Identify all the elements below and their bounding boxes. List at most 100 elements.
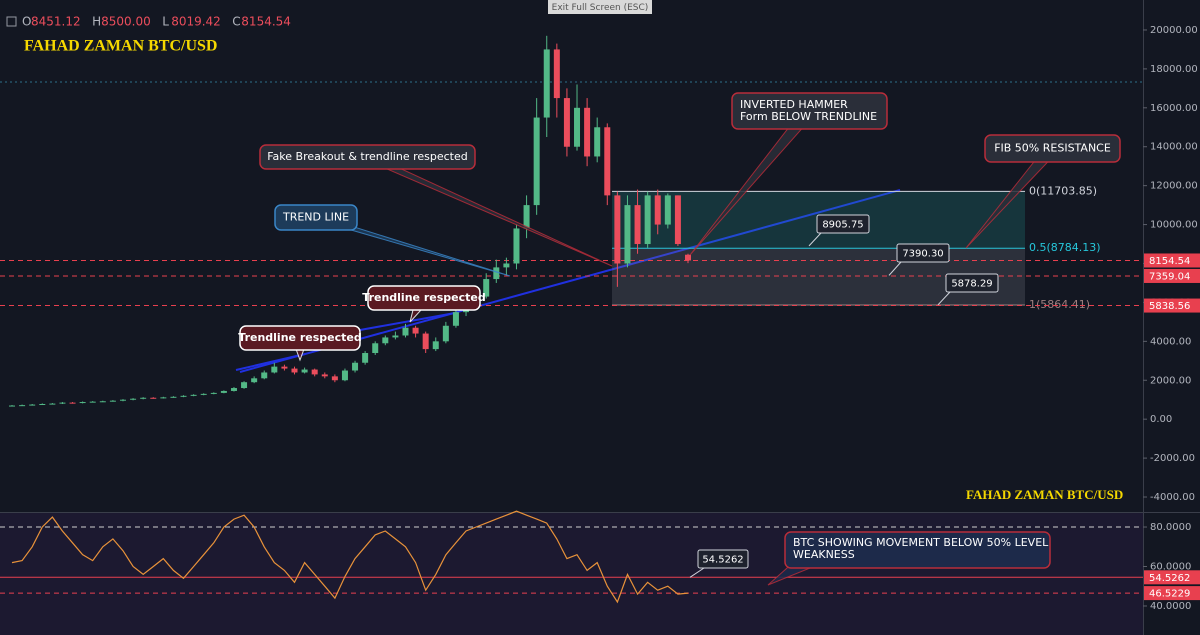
candle-body — [493, 267, 500, 280]
callout-leader — [937, 291, 951, 306]
annotation-text: Trendline respected — [238, 331, 361, 344]
annotation-box — [274, 204, 358, 231]
watermark: FAHAD ZAMAN BTC/USD — [966, 487, 1123, 502]
marker-label: 54.5262 — [1149, 573, 1190, 584]
candle-body — [109, 400, 116, 402]
candle-body — [311, 369, 318, 375]
candle-body — [241, 382, 248, 389]
y-tick-label: 18000.00 — [1150, 64, 1198, 75]
ohlc-value: 8154.54 — [241, 15, 291, 29]
candle-body — [372, 343, 379, 354]
candle-body — [452, 312, 459, 326]
candle-body — [190, 394, 197, 396]
candle-body — [533, 117, 540, 206]
button-label: Exit Full Screen (ESC) — [552, 3, 649, 13]
candle-body — [99, 401, 106, 403]
price-marker-box — [1144, 298, 1200, 313]
ohlc-value: 8451.12 — [31, 15, 81, 29]
annotation-box — [984, 134, 1121, 163]
ohlc-key: L — [162, 15, 169, 29]
candle-body — [513, 228, 520, 264]
ohlc-key: H — [92, 15, 101, 29]
candle-body — [523, 205, 530, 229]
y-tick-label: 14000.00 — [1150, 142, 1198, 153]
candle-body — [9, 405, 15, 407]
annotation-text: Fake Breakout & trendline respected — [267, 150, 468, 163]
callout-label: 54.5262 — [702, 555, 743, 566]
callout-label: 8905.75 — [822, 220, 863, 231]
legend-icon[interactable] — [6, 16, 17, 27]
y-tick-label: 0.00 — [1150, 414, 1172, 425]
callout-leader — [808, 232, 822, 247]
candle-body — [382, 337, 389, 344]
callout-leader — [888, 261, 902, 276]
candle-body — [624, 205, 631, 264]
candle-body — [553, 49, 560, 99]
price-marker-box — [1144, 253, 1200, 268]
candle-body — [392, 335, 399, 338]
marker-label: 46.5229 — [1149, 589, 1190, 600]
callout-box — [896, 243, 950, 263]
candle-body — [180, 395, 187, 397]
y-tick-label: 4000.00 — [1150, 336, 1191, 347]
candle-body — [49, 403, 56, 405]
candle-body — [483, 279, 490, 297]
annotation-text: Trendline respected — [362, 291, 485, 304]
candle-body — [230, 388, 237, 391]
trend-line-short — [235, 353, 306, 371]
y-tick-label: 2000.00 — [1150, 375, 1191, 386]
annotation-text: INVERTED HAMMER — [740, 98, 848, 111]
candle-body — [59, 402, 66, 404]
exit-fullscreen-button[interactable]: Exit Full Screen (ESC) — [548, 0, 652, 14]
candle-body — [432, 341, 439, 350]
chart-title: FAHAD ZAMAN BTC/USD — [24, 38, 217, 55]
candle-body — [574, 107, 581, 147]
annotation-text: Form BELOW TRENDLINE — [740, 110, 877, 123]
candle-body — [402, 327, 409, 336]
y-tick-label: 40.0000 — [1150, 601, 1191, 612]
trend-line-short — [359, 312, 456, 331]
candle-body — [119, 399, 126, 401]
candle-body — [614, 195, 621, 264]
candle-body — [170, 396, 177, 398]
candle-body — [89, 401, 96, 403]
candle-body — [412, 327, 419, 334]
candle-body — [291, 368, 298, 373]
candle-body — [69, 402, 76, 404]
fib-label: 1(5864.41) — [1029, 298, 1090, 311]
marker-box — [1144, 570, 1200, 585]
annotation-text: WEAKNESS — [793, 548, 855, 561]
annotation-box — [784, 531, 1051, 569]
candle-body — [341, 370, 348, 381]
y-tick-label: -4000.00 — [1150, 492, 1195, 503]
ohlc-value: 8019.42 — [171, 15, 221, 29]
candle-body — [352, 362, 359, 371]
callout-box — [816, 214, 870, 234]
candle-body — [584, 107, 591, 157]
y-tick-label: 10000.00 — [1150, 220, 1198, 231]
candle-body — [331, 376, 338, 381]
candle-body — [19, 405, 26, 407]
y-tick-label: 12000.00 — [1150, 181, 1198, 192]
candle-body — [79, 402, 86, 404]
candle-body — [422, 333, 429, 350]
candle-body — [251, 378, 258, 383]
candle-body — [543, 49, 550, 118]
callout-label: 7390.30 — [902, 249, 943, 260]
fib-label: 0(11703.85) — [1029, 184, 1097, 197]
candle-body — [150, 397, 157, 399]
ohlc-key: C — [232, 15, 240, 29]
candle-body — [140, 397, 147, 399]
candle-body — [29, 404, 36, 406]
marker-box — [1144, 586, 1200, 601]
y-tick-label: 16000.00 — [1150, 103, 1198, 114]
y-tick-label: 60.0000 — [1150, 561, 1191, 572]
fib-label: 0.5(8784.13) — [1029, 241, 1101, 254]
candle-body — [271, 366, 278, 373]
candle-body — [220, 390, 227, 393]
candle-body — [261, 372, 268, 379]
annotation-box — [731, 92, 888, 130]
candle-body — [160, 397, 167, 399]
candle-body — [634, 205, 641, 245]
